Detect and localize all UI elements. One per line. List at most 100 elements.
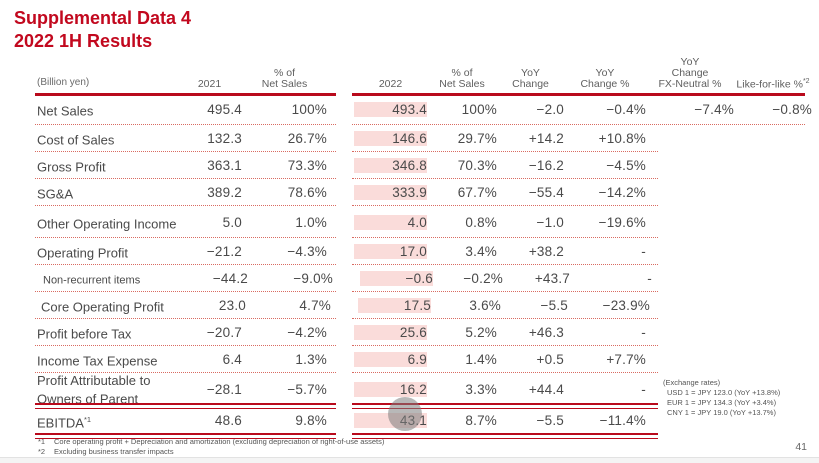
yoy-change-value: −2.0 bbox=[536, 101, 564, 117]
yoy-change-value: −55.4 bbox=[528, 185, 564, 200]
value-2021: 23.0 bbox=[218, 298, 246, 313]
value-2022: 17.0 bbox=[354, 244, 427, 259]
row-label: Non-recurrent items bbox=[43, 274, 141, 287]
exchange-rates-note: (Exchange rates) USD 1 = JPY 123.0 (YoY … bbox=[663, 378, 780, 418]
value-2022: 4.0 bbox=[354, 214, 427, 230]
pct-net-sales-2022: 8.7% bbox=[465, 413, 497, 429]
value-2021: 363.1 bbox=[207, 158, 242, 173]
slide-title-line1: Supplemental Data 4 bbox=[14, 8, 192, 28]
col-header-2022: 2022 bbox=[354, 79, 427, 93]
col-header-yoy-change: YoY Change bbox=[512, 67, 549, 90]
row-separator-right bbox=[352, 151, 658, 152]
row-separator-left bbox=[35, 178, 336, 179]
table-row: Non-recurrent items −44.2 −9.0% −0.6 −0.… bbox=[35, 265, 810, 292]
value-2022: 6.9 bbox=[354, 352, 427, 367]
row-label: Cost of Sales bbox=[37, 132, 115, 148]
pct-net-sales-2022: 70.3% bbox=[457, 158, 497, 173]
yoy-change-pct-value: +10.8% bbox=[598, 131, 646, 146]
pct-net-sales-2022: −0.2% bbox=[463, 271, 503, 286]
pct-net-sales-2022: 3.3% bbox=[465, 382, 497, 398]
footnote-1: *1 Core operating profit + Depreciation a… bbox=[38, 437, 385, 446]
row-separator-left bbox=[35, 237, 336, 238]
yoy-change-pct-value: - bbox=[647, 271, 652, 286]
value-2021: −44.2 bbox=[212, 271, 248, 286]
table-row: Profit Attributable to Owners of Parent … bbox=[35, 373, 810, 410]
value-2021: 389.2 bbox=[207, 185, 242, 200]
yoy-change-value: +43.7 bbox=[534, 271, 570, 286]
value-2021: 6.4 bbox=[222, 352, 242, 367]
row-label: Core Operating Profit bbox=[41, 299, 164, 315]
yoy-change-value: +46.3 bbox=[528, 325, 564, 340]
row-separator-left bbox=[35, 124, 336, 125]
yoy-change-pct-value: - bbox=[641, 244, 646, 259]
pct-net-sales-2022: 3.6% bbox=[469, 298, 501, 313]
row-label: Gross Profit bbox=[37, 159, 106, 175]
row-separator-left bbox=[35, 345, 336, 346]
table-header: (Billion yen) 2021 % of Net Sales 2022 %… bbox=[35, 57, 810, 93]
col-header-pct-net-sales-2021: % of Net Sales bbox=[261, 67, 308, 90]
value-2022: −0.6 bbox=[360, 271, 433, 286]
footnotes: *1 Core operating profit + Depreciation a… bbox=[38, 437, 384, 457]
row-label: Income Tax Expense bbox=[37, 353, 158, 369]
pct-net-sales-2021: 73.3% bbox=[287, 158, 327, 173]
value-2022: 16.2 bbox=[354, 382, 427, 398]
yoy-change-value: −1.0 bbox=[536, 214, 564, 230]
pct-net-sales-2022: 0.8% bbox=[465, 214, 497, 230]
row-label: Profit before Tax bbox=[37, 326, 132, 342]
row-separator-right bbox=[352, 345, 658, 346]
yoy-change-pct-value: −14.2% bbox=[598, 185, 646, 200]
header-rule-right bbox=[352, 93, 805, 96]
unit-label: (Billion yen) bbox=[37, 77, 90, 88]
pct-net-sales-2021: −5.7% bbox=[287, 382, 327, 398]
yoy-change-pct-value: - bbox=[641, 382, 646, 398]
row-separator-right bbox=[352, 403, 658, 410]
value-2021: 495.4 bbox=[207, 101, 242, 117]
col-header-yoy-change-pct: YoY Change % bbox=[580, 67, 630, 90]
pct-net-sales-2022: 5.2% bbox=[465, 325, 497, 340]
pct-net-sales-2021: −4.2% bbox=[287, 325, 327, 340]
exchange-rate-cny: CNY 1 = JPY 19.0 (YoY +13.7%) bbox=[667, 408, 776, 417]
table-row: Income Tax Expense 6.4 1.3% 6.9 1.4% +0.… bbox=[35, 346, 810, 373]
table-body: Net Sales 495.4 100% 493.4 100% −2.0 −0.… bbox=[35, 93, 812, 440]
table-row: Other Operating Income 5.0 1.0% 4.0 0.8%… bbox=[35, 206, 810, 238]
footnote-2: *2 Excluding business transfer impacts bbox=[38, 447, 174, 456]
yoy-change-value: −5.5 bbox=[540, 298, 568, 313]
value-2021: 5.0 bbox=[222, 214, 242, 230]
pct-net-sales-2021: −4.3% bbox=[287, 244, 327, 259]
yoy-change-value: −5.5 bbox=[536, 413, 564, 429]
row-separator-left bbox=[35, 433, 336, 440]
pct-net-sales-2021: 100% bbox=[291, 101, 327, 117]
col-header-like-for-like: Like-for-like %*2 bbox=[736, 77, 810, 90]
row-label: Operating Profit bbox=[37, 245, 129, 261]
yoy-change-pct-value: - bbox=[641, 325, 646, 340]
row-label: SG&A bbox=[37, 186, 74, 202]
exchange-rate-eur: EUR 1 = JPY 134.3 (YoY +3.4%) bbox=[667, 398, 777, 407]
exchange-rates-heading: (Exchange rates) bbox=[663, 378, 721, 387]
yoy-change-pct-value: −0.4% bbox=[606, 101, 646, 117]
pct-net-sales-2021: 78.6% bbox=[287, 185, 327, 200]
row-separator-left bbox=[35, 264, 336, 265]
col-header-pct-net-sales-2022: % of Net Sales bbox=[439, 67, 485, 90]
pct-net-sales-2021: 4.7% bbox=[299, 298, 331, 313]
value-2022: 333.9 bbox=[354, 185, 427, 200]
table-row: Cost of Sales 132.3 26.7% 146.6 29.7% +1… bbox=[35, 125, 810, 152]
row-separator-left bbox=[35, 403, 336, 410]
col-header-2021-text: 2021 bbox=[197, 78, 222, 90]
pct-net-sales-2022: 1.4% bbox=[465, 352, 497, 367]
row-label: EBITDA*1 bbox=[37, 414, 92, 430]
value-2022: 17.5 bbox=[358, 298, 431, 313]
row-separator-right bbox=[352, 318, 658, 319]
header-rule-left bbox=[35, 93, 336, 96]
row-label: Profit Attributable to Owners of Parent bbox=[37, 373, 151, 407]
row-separator-right bbox=[352, 433, 658, 440]
value-2022: 25.6 bbox=[354, 325, 427, 340]
slide-title-line2: 2022 1H Results bbox=[14, 31, 153, 51]
value-2021: −20.7 bbox=[206, 325, 242, 340]
yoy-change-pct-value: −23.9% bbox=[602, 298, 650, 313]
row-separator-right bbox=[352, 237, 658, 238]
row-separator-right bbox=[352, 124, 805, 125]
value-2021: −21.2 bbox=[206, 244, 242, 259]
col-header-2021: 2021 bbox=[177, 79, 242, 93]
pct-net-sales-2021: −9.0% bbox=[293, 271, 333, 286]
value-2022: 146.6 bbox=[354, 131, 427, 146]
